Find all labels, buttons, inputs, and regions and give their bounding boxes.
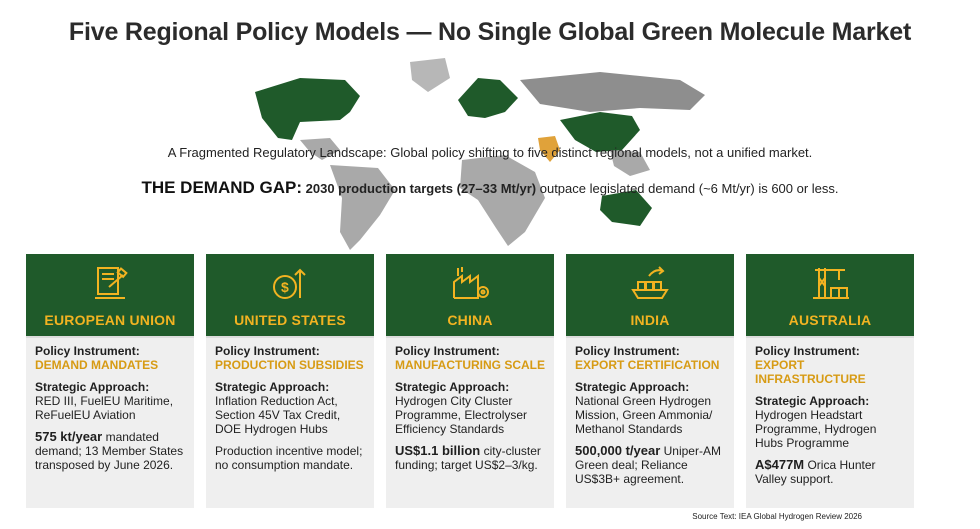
africa-shape (460, 155, 545, 246)
gavel-document-icon (95, 267, 128, 299)
card-header: AUSTRALIA (746, 254, 914, 338)
instrument-value: DEMAND MANDATES (35, 358, 159, 372)
russia-shape (520, 72, 705, 112)
instrument-label: Policy Instrument: (215, 344, 320, 358)
metric-detail: Production incentive model; no consumpti… (215, 444, 363, 472)
region-name: EUROPEAN UNION (44, 312, 176, 328)
approach-label: Strategic Approach: (575, 380, 690, 394)
instrument-value: MANUFACTURING SCALE (395, 358, 545, 372)
metric-highlight: 575 kt/year (35, 429, 103, 444)
approach-value: Hydrogen Headstart Programme, Hydrogen H… (755, 408, 877, 450)
key-metric: Production incentive model; no consumpti… (215, 444, 365, 472)
subtitle: A Fragmented Regulatory Landscape: Globa… (167, 145, 813, 160)
key-metric: A$477M Orica Hunter Valley support. (755, 457, 905, 487)
se-asia-shape (610, 150, 650, 176)
source-citation: Source Text: IEA Global Hydrogen Review … (692, 512, 862, 521)
card-header: CHINA (386, 254, 554, 338)
approach-label: Strategic Approach: (215, 380, 330, 394)
dollar-growth-icon: $ (273, 268, 306, 299)
key-metric: US$1.1 billion city-cluster funding; tar… (395, 443, 545, 473)
metric-detail: Uniper-AM Green deal; Reliance US$3B+ ag… (575, 444, 721, 486)
instrument-label: Policy Instrument: (395, 344, 500, 358)
approach-label: Strategic Approach: (755, 394, 870, 408)
approach-label: Strategic Approach: (395, 380, 510, 394)
card-header: $ UNITED STATES (206, 254, 374, 338)
region-name: UNITED STATES (234, 312, 346, 328)
australia-shape (600, 190, 652, 226)
instrument-value: EXPORT CERTIFICATION (575, 358, 720, 372)
metric-highlight: 500,000 t/year (575, 443, 661, 458)
north-america-shape (255, 78, 360, 140)
approach-value: RED III, FuelEU Maritime, ReFuelEU Aviat… (35, 394, 174, 422)
metric-highlight: A$477M (755, 457, 805, 472)
instrument-value: EXPORT INFRASTRUCTURE (755, 358, 866, 386)
south-america-shape (330, 165, 395, 250)
card-european-union: EUROPEAN UNION Policy Instrument: DEMAND… (26, 254, 194, 508)
card-united-states: $ UNITED STATES Policy Instrument: PRODU… (206, 254, 374, 508)
region-name: CHINA (447, 312, 493, 328)
china-shape (560, 112, 640, 152)
demand-gap-statement: THE DEMAND GAP: 2030 production targets … (0, 178, 980, 198)
greenland-shape (410, 58, 450, 92)
key-metric: 575 kt/year mandated demand; 13 Member S… (35, 429, 185, 473)
europe-shape (458, 78, 518, 118)
instrument-label: Policy Instrument: (755, 344, 860, 358)
port-crane-icon (813, 268, 849, 299)
instrument-label: Policy Instrument: (575, 344, 680, 358)
card-australia: AUSTRALIA Policy Instrument: EXPORT INFR… (746, 254, 914, 508)
card-header: EUROPEAN UNION (26, 254, 194, 338)
card-china: CHINA Policy Instrument: MANUFACTURING S… (386, 254, 554, 508)
demand-gap-rest: outpace legislated demand (~6 Mt/yr) is … (539, 181, 839, 196)
approach-value: Inflation Reduction Act, Section 45V Tax… (215, 394, 341, 436)
key-metric: 500,000 t/year Uniper-AM Green deal; Rel… (575, 443, 725, 487)
factory-gear-icon (453, 267, 489, 299)
approach-label: Strategic Approach: (35, 380, 150, 394)
region-name: INDIA (630, 312, 670, 328)
card-header: INDIA (566, 254, 734, 338)
metric-highlight: US$1.1 billion (395, 443, 481, 458)
instrument-label: Policy Instrument: (35, 344, 140, 358)
india-shape (538, 136, 560, 162)
demand-gap-production: 2030 production targets (27–33 Mt/yr) (305, 181, 537, 196)
page-title: Five Regional Policy Models — No Single … (68, 18, 912, 46)
approach-value: Hydrogen City Cluster Programme, Electro… (395, 394, 528, 436)
instrument-value: PRODUCTION SUBSIDIES (215, 358, 364, 372)
card-india: INDIA Policy Instrument: EXPORT CERTIFIC… (566, 254, 734, 508)
mexico-shape (300, 138, 340, 160)
approach-value: National Green Hydrogen Mission, Green A… (575, 394, 713, 436)
metric-detail: mandated demand; 13 Member States transp… (35, 430, 184, 472)
svg-text:$: $ (281, 279, 289, 295)
metric-detail: city-cluster funding; target US$2–3/kg. (395, 444, 541, 472)
region-name: AUSTRALIA (788, 312, 872, 328)
metric-detail: Orica Hunter Valley support. (755, 458, 876, 486)
cargo-ship-icon (631, 266, 669, 299)
demand-gap-lead: THE DEMAND GAP: (141, 178, 303, 197)
